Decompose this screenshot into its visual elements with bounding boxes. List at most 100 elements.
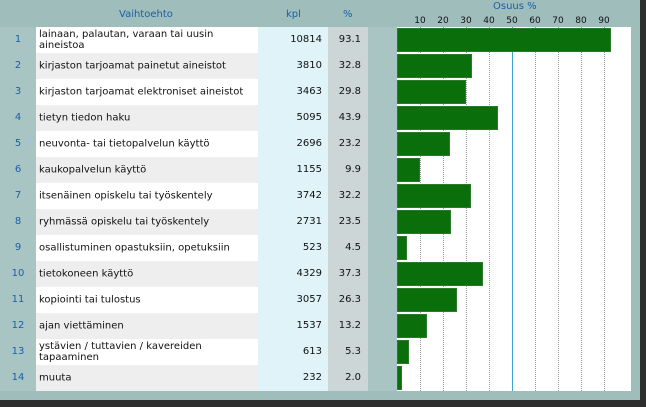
gridline <box>512 27 513 391</box>
x-tick-label: 80 <box>575 16 587 26</box>
count-value: 2731 <box>258 209 328 235</box>
percent-value: 5.3 <box>328 339 368 365</box>
count-value: 3810 <box>258 53 328 79</box>
option-label-text: tietyn tiedon haku <box>39 112 131 124</box>
row-spacer <box>368 209 397 235</box>
row-spacer <box>368 27 397 53</box>
column-header-option: Vaihtoehto <box>119 9 173 20</box>
option-label: neuvonta- tai tietopalvelun käyttö <box>36 131 258 157</box>
bar <box>397 366 402 390</box>
column-header-percent: % <box>343 9 353 20</box>
option-label: osallistuminen opastuksiin, opetuksiin <box>36 235 258 261</box>
column-header-count: kpl <box>286 9 301 20</box>
row-spacer <box>368 287 397 313</box>
row-number: 5 <box>0 131 36 157</box>
option-label-text: neuvonta- tai tietopalvelun käyttö <box>39 138 210 150</box>
table-row: 10 tietokoneen käyttö 4329 37.3 <box>0 261 640 287</box>
chart-title: Osuus % <box>493 1 537 12</box>
bar <box>397 236 407 260</box>
count-value: 2696 <box>258 131 328 157</box>
table-row: 14 muuta 232 2.0 <box>0 365 640 391</box>
option-label-text: ryhmässä opiskelu tai työskentely <box>39 216 210 228</box>
option-label-text: kopiointi tai tulostus <box>39 294 141 306</box>
row-spacer <box>368 105 397 131</box>
row-spacer <box>368 313 397 339</box>
bar <box>397 80 466 104</box>
count-value: 3742 <box>258 183 328 209</box>
percent-value: 29.8 <box>328 79 368 105</box>
row-number: 14 <box>0 365 36 391</box>
row-number: 8 <box>0 209 36 235</box>
bar <box>397 288 457 312</box>
table-row: 4 tietyn tiedon haku 5095 43.9 <box>0 105 640 131</box>
gridline <box>558 27 559 391</box>
table-row: 9 osallistuminen opastuksiin, opetuksiin 5… <box>0 235 640 261</box>
option-label-text: ystävien / tuttavien / kavereiden tapaam… <box>39 341 202 363</box>
bar <box>397 184 471 208</box>
gridline <box>604 27 605 391</box>
row-number: 11 <box>0 287 36 313</box>
option-label-text: tietokoneen käyttö <box>39 268 134 280</box>
count-value: 613 <box>258 339 328 365</box>
gridline <box>489 27 490 391</box>
row-number: 12 <box>0 313 36 339</box>
row-spacer <box>368 131 397 157</box>
count-value: 5095 <box>258 105 328 131</box>
option-label-text: muuta <box>39 372 72 384</box>
bar <box>397 28 611 52</box>
count-value: 1155 <box>258 157 328 183</box>
count-value: 4329 <box>258 261 328 287</box>
x-tick-label: 40 <box>483 16 495 26</box>
table-row: 8 ryhmässä opiskelu tai työskentely 2731 23… <box>0 209 640 235</box>
table-row: 12 ajan viettäminen 1537 13.2 <box>0 313 640 339</box>
option-label: ryhmässä opiskelu tai työskentely <box>36 209 258 235</box>
gridline <box>581 27 582 391</box>
gridline <box>420 27 421 391</box>
percent-value: 32.8 <box>328 53 368 79</box>
option-label: lainaan, palautan, varaan tai uusin aine… <box>36 27 258 53</box>
table-row: 6 kaukopalvelun käyttö 1155 9.9 <box>0 157 640 183</box>
x-tick-label: 90 <box>598 16 610 26</box>
x-tick-label: 10 <box>414 16 426 26</box>
row-number: 9 <box>0 235 36 261</box>
bar <box>397 106 498 130</box>
row-number: 13 <box>0 339 36 365</box>
x-tick-label: 20 <box>437 16 449 26</box>
bar <box>397 314 427 338</box>
count-value: 3057 <box>258 287 328 313</box>
option-label-text: osallistuminen opastuksiin, opetuksiin <box>39 242 230 254</box>
bar <box>397 210 451 234</box>
option-label-text: kaukopalvelun käyttö <box>39 164 147 176</box>
percent-value: 23.5 <box>328 209 368 235</box>
row-number: 1 <box>0 27 36 53</box>
option-label: tietokoneen käyttö <box>36 261 258 287</box>
count-value: 1537 <box>258 313 328 339</box>
option-label: itsenäinen opiskelu tai työskentely <box>36 183 258 209</box>
percent-value: 13.2 <box>328 313 368 339</box>
x-tick-label: 30 <box>460 16 472 26</box>
gridline <box>535 27 536 391</box>
option-label: tietyn tiedon haku <box>36 105 258 131</box>
row-number: 2 <box>0 53 36 79</box>
option-label: kirjaston tarjoamat painetut aineistot <box>36 53 258 79</box>
option-label: ystävien / tuttavien / kavereiden tapaam… <box>36 339 258 365</box>
option-label: kopiointi tai tulostus <box>36 287 258 313</box>
option-label-text: itsenäinen opiskelu tai työskentely <box>39 190 213 202</box>
x-tick-label: 70 <box>552 16 564 26</box>
percent-value: 23.2 <box>328 131 368 157</box>
row-number: 6 <box>0 157 36 183</box>
option-label-text: lainaan, palautan, varaan tai uusin aine… <box>39 29 214 51</box>
row-spacer <box>368 235 397 261</box>
percent-value: 2.0 <box>328 365 368 391</box>
row-spacer <box>368 157 397 183</box>
percent-value: 37.3 <box>328 261 368 287</box>
table-row: 5 neuvonta- tai tietopalvelun käyttö 2696 2… <box>0 131 640 157</box>
bar-chart-plot <box>397 27 631 391</box>
row-spacer <box>368 183 397 209</box>
option-label-text: kirjaston tarjoamat painetut aineistot <box>39 60 226 72</box>
row-number: 7 <box>0 183 36 209</box>
x-tick-label: 60 <box>529 16 541 26</box>
bar <box>397 340 409 364</box>
option-label: muuta <box>36 365 258 391</box>
bar <box>397 158 420 182</box>
